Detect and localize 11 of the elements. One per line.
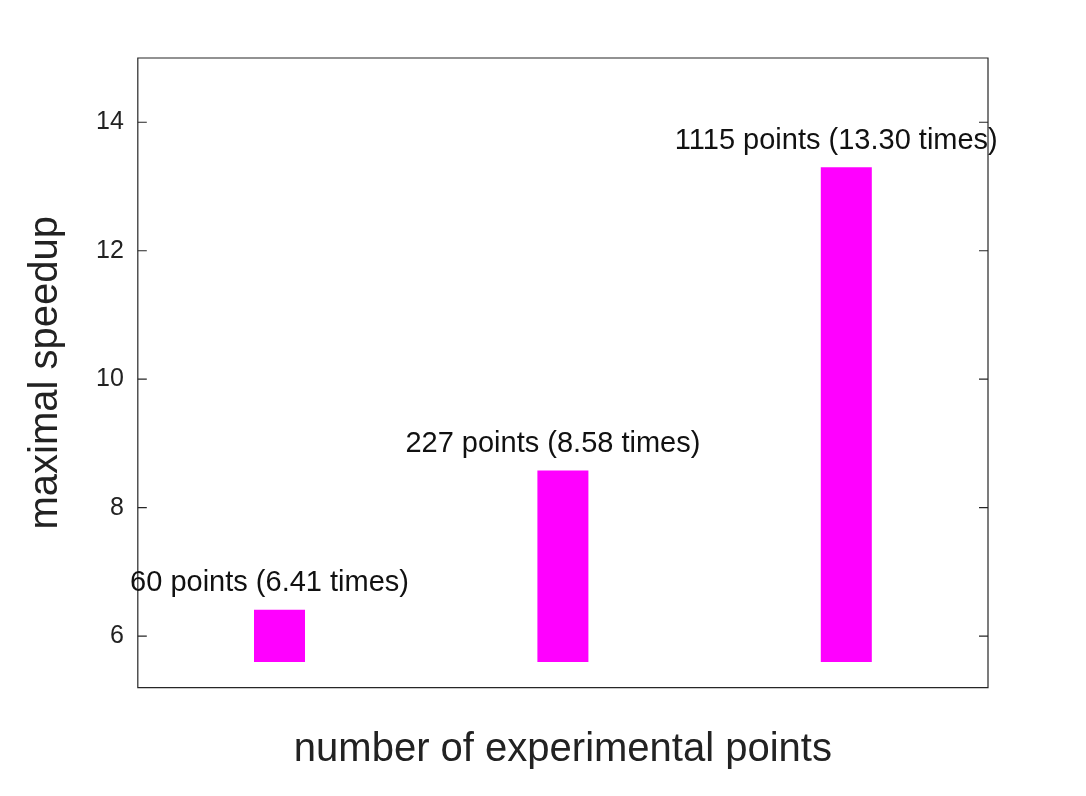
annotation: 227 points (8.58 times) xyxy=(405,425,701,458)
y-axis-title: maximal speedup xyxy=(21,216,66,530)
y-tick-label: 8 xyxy=(109,491,124,520)
y-tick-label: 12 xyxy=(96,234,124,263)
bar xyxy=(537,470,589,662)
y-tick-label: 14 xyxy=(96,106,124,135)
bar xyxy=(254,609,306,662)
y-tick-label: 10 xyxy=(96,363,124,392)
y-tick-label: 6 xyxy=(109,620,124,649)
x-axis-title: number of experimental points xyxy=(293,725,832,770)
bar xyxy=(820,167,872,662)
